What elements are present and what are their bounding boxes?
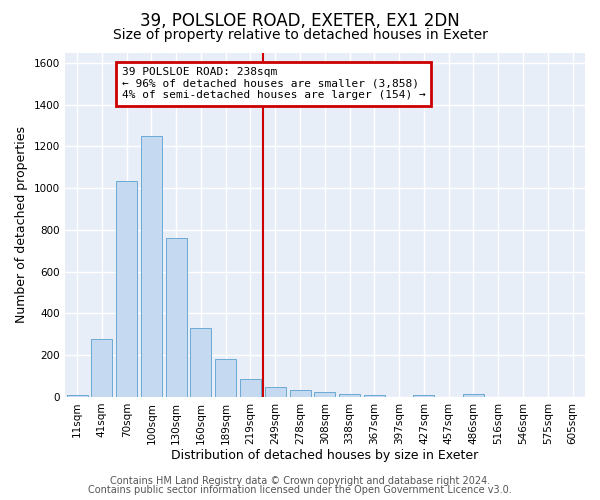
Text: Size of property relative to detached houses in Exeter: Size of property relative to detached ho… xyxy=(113,28,487,42)
Text: 39, POLSLOE ROAD, EXETER, EX1 2DN: 39, POLSLOE ROAD, EXETER, EX1 2DN xyxy=(140,12,460,30)
Bar xyxy=(190,328,211,397)
Text: 39 POLSLOE ROAD: 238sqm
← 96% of detached houses are smaller (3,858)
4% of semi-: 39 POLSLOE ROAD: 238sqm ← 96% of detache… xyxy=(122,67,425,100)
Bar xyxy=(240,379,261,397)
Text: Contains public sector information licensed under the Open Government Licence v3: Contains public sector information licen… xyxy=(88,485,512,495)
Bar xyxy=(463,394,484,397)
Bar xyxy=(314,392,335,397)
X-axis label: Distribution of detached houses by size in Exeter: Distribution of detached houses by size … xyxy=(171,450,478,462)
Bar xyxy=(413,395,434,397)
Bar xyxy=(364,395,385,397)
Bar xyxy=(265,386,286,397)
Bar xyxy=(91,338,112,397)
Bar xyxy=(67,395,88,397)
Y-axis label: Number of detached properties: Number of detached properties xyxy=(15,126,28,323)
Bar xyxy=(116,181,137,397)
Bar xyxy=(215,360,236,397)
Bar xyxy=(339,394,360,397)
Bar xyxy=(290,390,311,397)
Bar xyxy=(166,238,187,397)
Text: Contains HM Land Registry data © Crown copyright and database right 2024.: Contains HM Land Registry data © Crown c… xyxy=(110,476,490,486)
Bar xyxy=(141,136,162,397)
